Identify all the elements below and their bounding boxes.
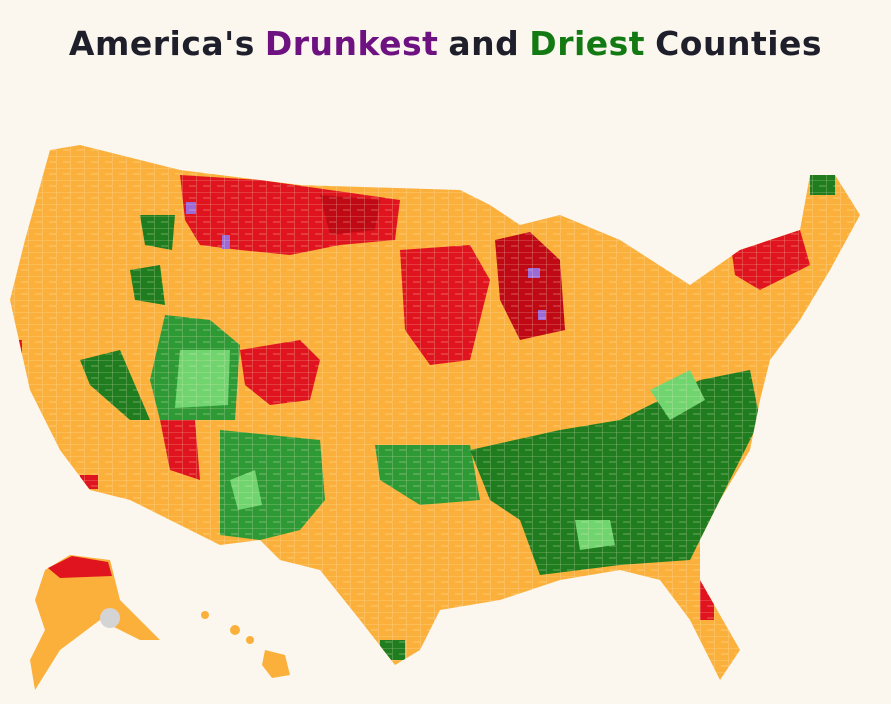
hawaii-island — [230, 625, 240, 635]
title-lead: America's — [68, 24, 255, 63]
title: America's Drunkest and Driest Counties — [0, 24, 891, 63]
county-regions — [10, 145, 860, 680]
alaska-gray — [100, 608, 120, 628]
hawaii — [262, 650, 290, 678]
title-driest: Driest — [529, 24, 646, 63]
title-joiner: and — [448, 24, 520, 63]
hawaii-island — [246, 636, 254, 644]
alaska — [30, 555, 160, 690]
hawaii-island — [201, 611, 209, 619]
title-drunkest: Drunkest — [264, 24, 439, 63]
alaska-red — [48, 556, 112, 578]
title-tail: Counties — [655, 24, 823, 63]
